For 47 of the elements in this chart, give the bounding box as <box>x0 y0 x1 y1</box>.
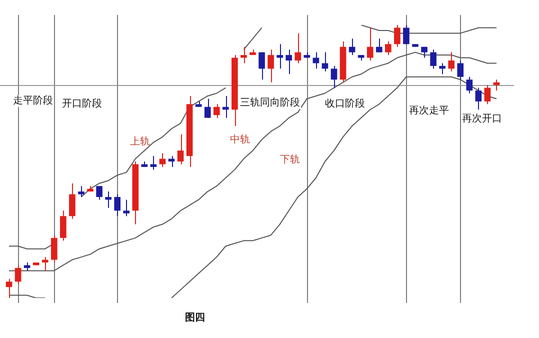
candlestick <box>105 191 112 208</box>
candlestick <box>222 95 229 118</box>
series-label: 下轨 <box>280 154 300 166</box>
candlestick <box>366 27 374 61</box>
candlestick <box>150 156 157 170</box>
candlestick <box>14 264 22 285</box>
annotation: 开口阶段 <box>62 98 102 110</box>
candlestick <box>268 49 274 83</box>
candlestick <box>330 65 338 88</box>
candlestick <box>276 44 283 70</box>
candlestick <box>6 278 12 298</box>
candlestick <box>123 199 130 217</box>
series-label: 中轨 <box>230 134 250 146</box>
candlestick <box>177 134 184 165</box>
candlestick <box>394 24 400 48</box>
candlestick <box>322 52 328 72</box>
candlestick <box>475 87 482 110</box>
candlestick <box>439 62 446 75</box>
annotation: 再次走平 <box>409 104 449 117</box>
text: 图四 <box>185 312 205 324</box>
candlestick <box>294 32 302 64</box>
annotation: 三轨同向阶段 <box>240 96 300 109</box>
candlestick <box>430 49 436 70</box>
annotation: 收口阶段 <box>325 98 365 110</box>
candlestick <box>457 60 464 80</box>
candlestick <box>96 186 102 200</box>
candlestick <box>385 40 392 56</box>
annotation: 走平阶段 <box>13 94 53 107</box>
series-label: 上轨 <box>130 136 150 148</box>
candlestick <box>403 24 410 45</box>
candlestick <box>348 38 356 56</box>
candlestick <box>448 52 455 72</box>
candlestick <box>69 182 76 220</box>
candlestick <box>60 210 66 242</box>
candlestick <box>213 104 220 118</box>
candlestick <box>114 194 120 217</box>
annotation: 再次开口 <box>462 114 502 125</box>
candlestick <box>50 234 58 264</box>
candlestick <box>42 256 48 272</box>
candlestick <box>240 46 247 64</box>
candlestick <box>376 38 382 53</box>
candlestick <box>78 186 84 198</box>
candlestick <box>204 98 211 118</box>
candlestick <box>484 84 491 105</box>
candlestick <box>286 49 292 75</box>
candlestick <box>466 76 473 94</box>
candlestick <box>258 52 265 80</box>
